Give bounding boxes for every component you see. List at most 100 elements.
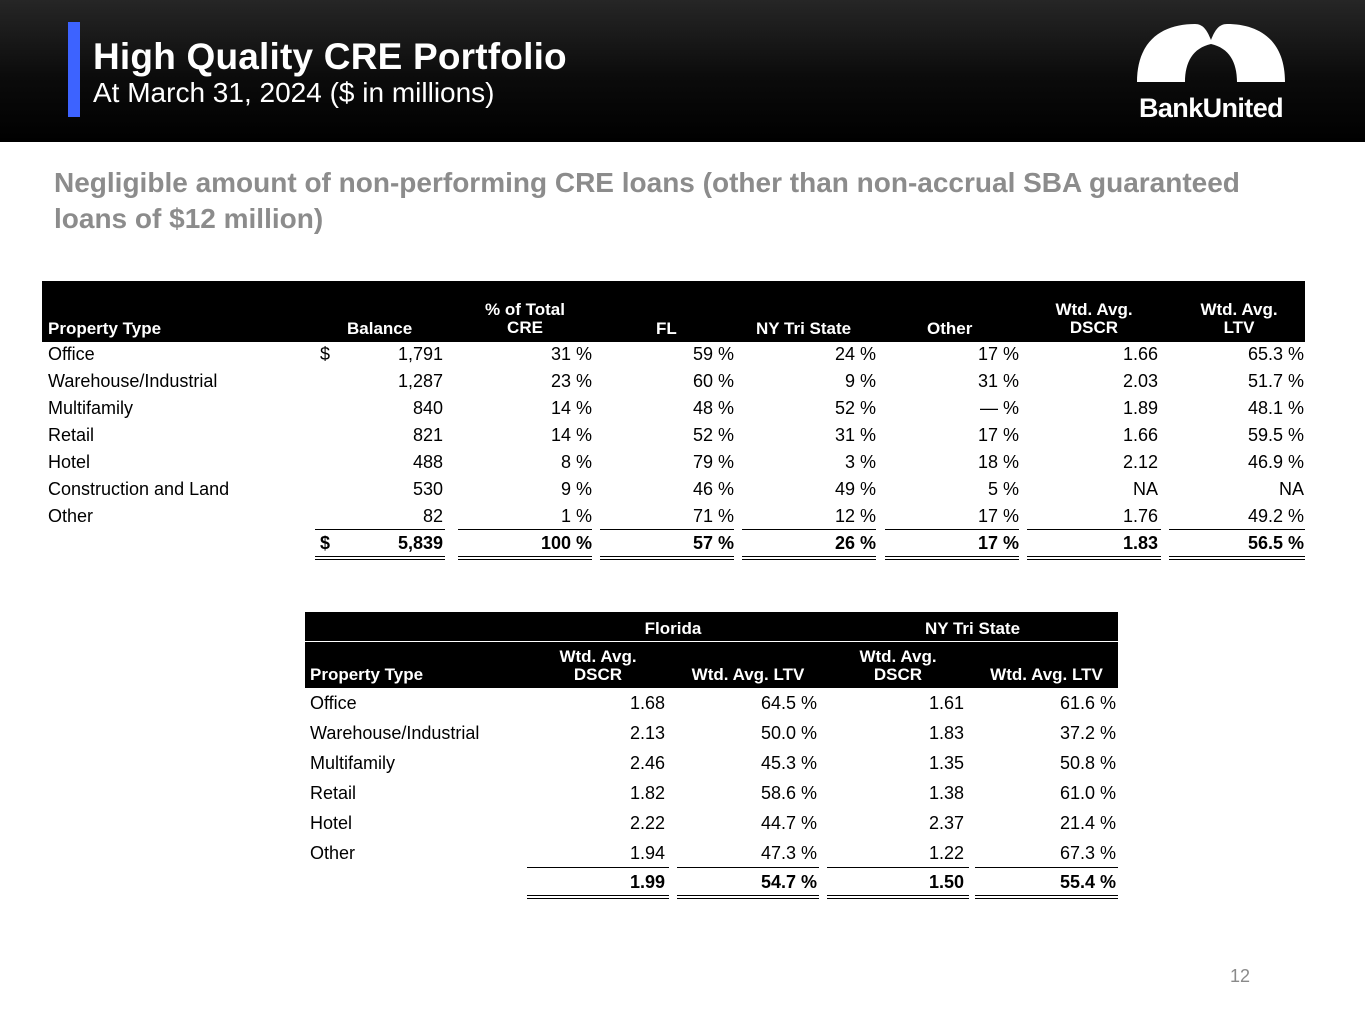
cell-balance: 82: [422, 506, 443, 526]
col-header-ny-ltv: Wtd. Avg. LTV: [990, 665, 1103, 684]
rule: [827, 867, 969, 868]
cell-other: 18 %: [977, 452, 1019, 472]
total-ltv: 56.5 %: [1247, 533, 1304, 553]
cell-type: Hotel: [48, 452, 91, 472]
cell-ny_ltv: 50.8 %: [1059, 753, 1116, 773]
cell-other: 17 %: [977, 506, 1019, 526]
cell-fl_ltv: 44.7 %: [760, 813, 817, 833]
cell-other: 17 %: [977, 425, 1019, 445]
cell-type: Other: [48, 506, 94, 526]
cell-pct: 23 %: [550, 371, 592, 391]
cell-fl_dscr: 2.22: [629, 813, 665, 833]
page-title: High Quality CRE Portfolio: [93, 36, 567, 77]
cell-balance: 840: [412, 398, 443, 418]
cell-ny_ltv: 37.2 %: [1059, 723, 1116, 743]
cell-type: Office: [48, 344, 95, 364]
cell-ny_ltv: 21.4 %: [1059, 813, 1116, 833]
cell-pct: 14 %: [550, 425, 592, 445]
cell-other: 5 %: [987, 479, 1019, 499]
cell-ny: 12 %: [834, 506, 876, 526]
group-underline-florida: [527, 641, 819, 642]
cell-fl_ltv: 45.3 %: [760, 753, 817, 773]
rule: [742, 529, 876, 530]
cell-ny: 52 %: [834, 398, 876, 418]
rule: [975, 867, 1118, 868]
total-row: $5,839 100 % 57 % 26 % 17 % 1.83 56.5 %: [42, 533, 1305, 555]
cell-type: Retail: [48, 425, 95, 445]
col-header-ltv: Wtd. Avg. LTV: [1200, 300, 1278, 337]
logo-text: BankUnited: [1138, 93, 1284, 123]
cell-other: — %: [979, 398, 1019, 418]
table-row: Other 82 1 % 71 % 12 % 17 % 1.76 49.2 %: [42, 506, 1305, 528]
cell-ny: 9 %: [844, 371, 876, 391]
double-rule: [885, 556, 1019, 560]
table-row: Multifamily 2.46 45.3 % 1.35 50.8 %: [305, 753, 1118, 775]
double-rule: [677, 895, 819, 899]
cell-ny_dscr: 2.37: [928, 813, 964, 833]
double-rule: [975, 895, 1118, 899]
col-header-ny: NY Tri State: [756, 319, 852, 338]
table-row: Other 1.94 47.3 % 1.22 67.3 %: [305, 843, 1118, 865]
cell-ny: 49 %: [834, 479, 876, 499]
cell-fl_dscr: 1.94: [629, 843, 665, 863]
total-pct: 100 %: [540, 533, 592, 553]
table-row: Hotel 488 8 % 79 % 3 % 18 % 2.12 46.9 %: [42, 452, 1305, 474]
table-row: Multifamily 840 14 % 48 % 52 % — % 1.89 48.1 %: [42, 398, 1305, 420]
cell-dscr: 1.66: [1122, 425, 1158, 445]
cell-fl_dscr: 2.13: [629, 723, 665, 743]
total-fl_dscr: 1.99: [629, 872, 665, 892]
cell-fl: 46 %: [692, 479, 734, 499]
col-header-fl: FL: [656, 319, 677, 338]
cell-fl: 79 %: [692, 452, 734, 472]
cell-ny: 3 %: [844, 452, 876, 472]
cell-fl: 52 %: [692, 425, 734, 445]
cell-type: Warehouse/Industrial: [310, 723, 480, 743]
col-header-property-type: Property Type: [48, 319, 162, 338]
group-underline-ny: [827, 641, 1118, 642]
col-header-ny-dscr: Wtd. Avg. DSCR: [859, 647, 937, 684]
col-header-dscr: Wtd. Avg. DSCR: [1055, 300, 1133, 337]
page-number: 12: [1230, 966, 1251, 986]
cell-pct: 9 %: [560, 479, 592, 499]
col-header-other: Other: [927, 319, 973, 338]
cell-type: Hotel: [310, 813, 353, 833]
double-rule: [1169, 556, 1305, 560]
cell-fl: 48 %: [692, 398, 734, 418]
cell-balance: 530: [412, 479, 443, 499]
rule: [885, 529, 1019, 530]
headline: Negligible amount of non-performing CRE …: [54, 167, 1240, 234]
cre-portfolio-table: Property Type Balance % of Total CRE FL N…: [42, 281, 1305, 566]
logo-arch-icon: [1137, 24, 1285, 82]
cell-type: Office: [310, 693, 357, 713]
accent-bar: [68, 22, 80, 117]
cell-balance: 821: [412, 425, 443, 445]
double-rule: [1027, 556, 1161, 560]
cell-type: Multifamily: [310, 753, 396, 773]
cell-ny_ltv: 61.0 %: [1059, 783, 1116, 803]
rule: [1169, 529, 1305, 530]
total-row: 1.99 54.7 % 1.50 55.4 %: [305, 872, 1118, 894]
cell-pct: 8 %: [560, 452, 592, 472]
table-row: Retail 821 14 % 52 % 31 % 17 % 1.66 59.5 %: [42, 425, 1305, 447]
total-currency: $: [320, 533, 331, 553]
cell-dscr: NA: [1132, 479, 1158, 499]
double-rule: [827, 895, 969, 899]
cell-dscr: 1.76: [1122, 506, 1158, 526]
cell-balance: 488: [412, 452, 443, 472]
cell-fl: 71 %: [692, 506, 734, 526]
table-header-row: [42, 281, 1305, 342]
cell-fl_dscr: 1.68: [629, 693, 665, 713]
cell-ny_dscr: 1.61: [928, 693, 964, 713]
cell-type: Multifamily: [48, 398, 134, 418]
col-header-pct-total: % of Total CRE: [485, 300, 565, 337]
cell-type: Construction and Land: [48, 479, 230, 499]
table-row: Construction and Land 530 9 % 46 % 49 % 5 % NA…: [42, 479, 1305, 501]
total-fl: 57 %: [692, 533, 734, 553]
cell-fl_ltv: 58.6 %: [760, 783, 817, 803]
rule: [1027, 529, 1161, 530]
table-header-row: [305, 642, 1118, 688]
table-row: Office $1,791 31 % 59 % 24 % 17 % 1.66 65.3 %: [42, 344, 1305, 366]
col-header-fl-dscr: Wtd. Avg. DSCR: [559, 647, 637, 684]
total-ny_ltv: 55.4 %: [1059, 872, 1116, 892]
table-row: Office 1.68 64.5 % 1.61 61.6 %: [305, 693, 1118, 715]
